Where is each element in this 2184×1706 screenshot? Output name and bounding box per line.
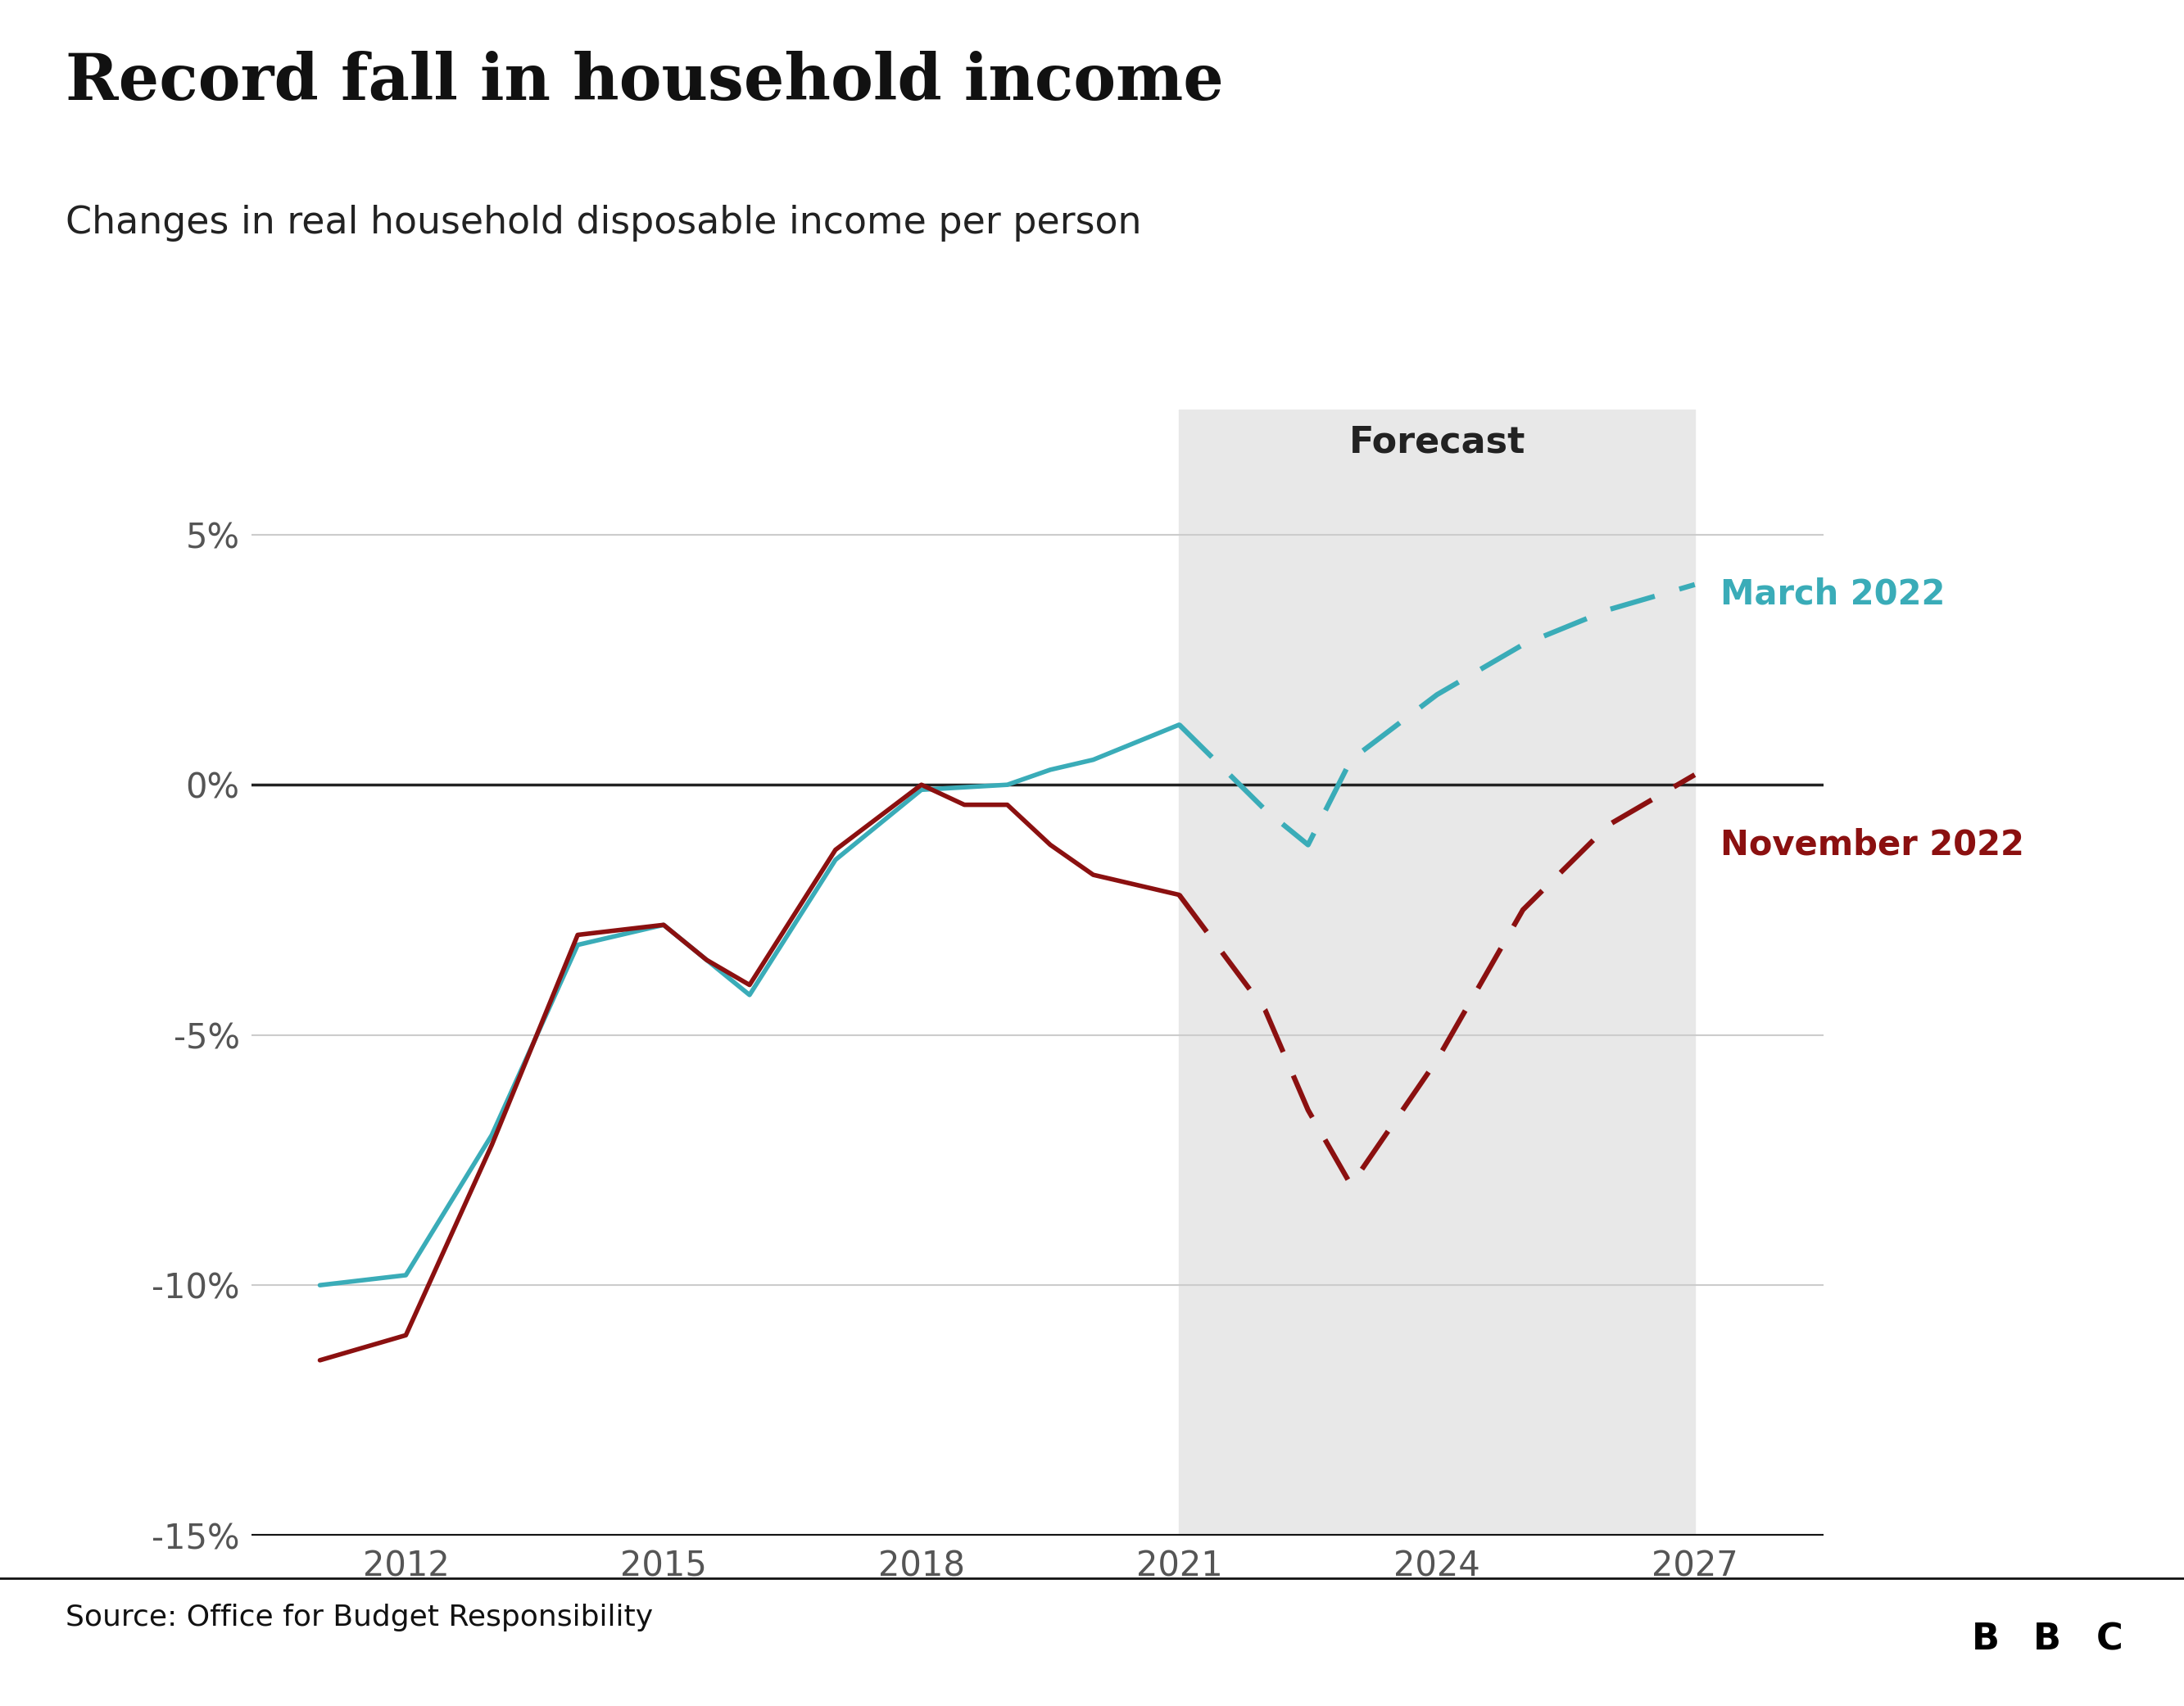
Text: Forecast: Forecast — [1350, 425, 1524, 459]
Text: Changes in real household disposable income per person: Changes in real household disposable inc… — [66, 205, 1142, 242]
Text: November 2022: November 2022 — [1721, 827, 2025, 862]
Text: B: B — [1972, 1622, 2001, 1657]
Text: March 2022: March 2022 — [1721, 577, 1946, 612]
Text: C: C — [2097, 1622, 2123, 1657]
FancyBboxPatch shape — [2084, 1599, 2136, 1680]
Text: B: B — [2033, 1622, 2062, 1657]
FancyBboxPatch shape — [1959, 1599, 2011, 1680]
Bar — [1179, 409, 1695, 1535]
FancyBboxPatch shape — [2022, 1599, 2073, 1680]
Text: Source: Office for Budget Responsibility: Source: Office for Budget Responsibility — [66, 1604, 653, 1631]
Text: Record fall in household income: Record fall in household income — [66, 51, 1223, 113]
